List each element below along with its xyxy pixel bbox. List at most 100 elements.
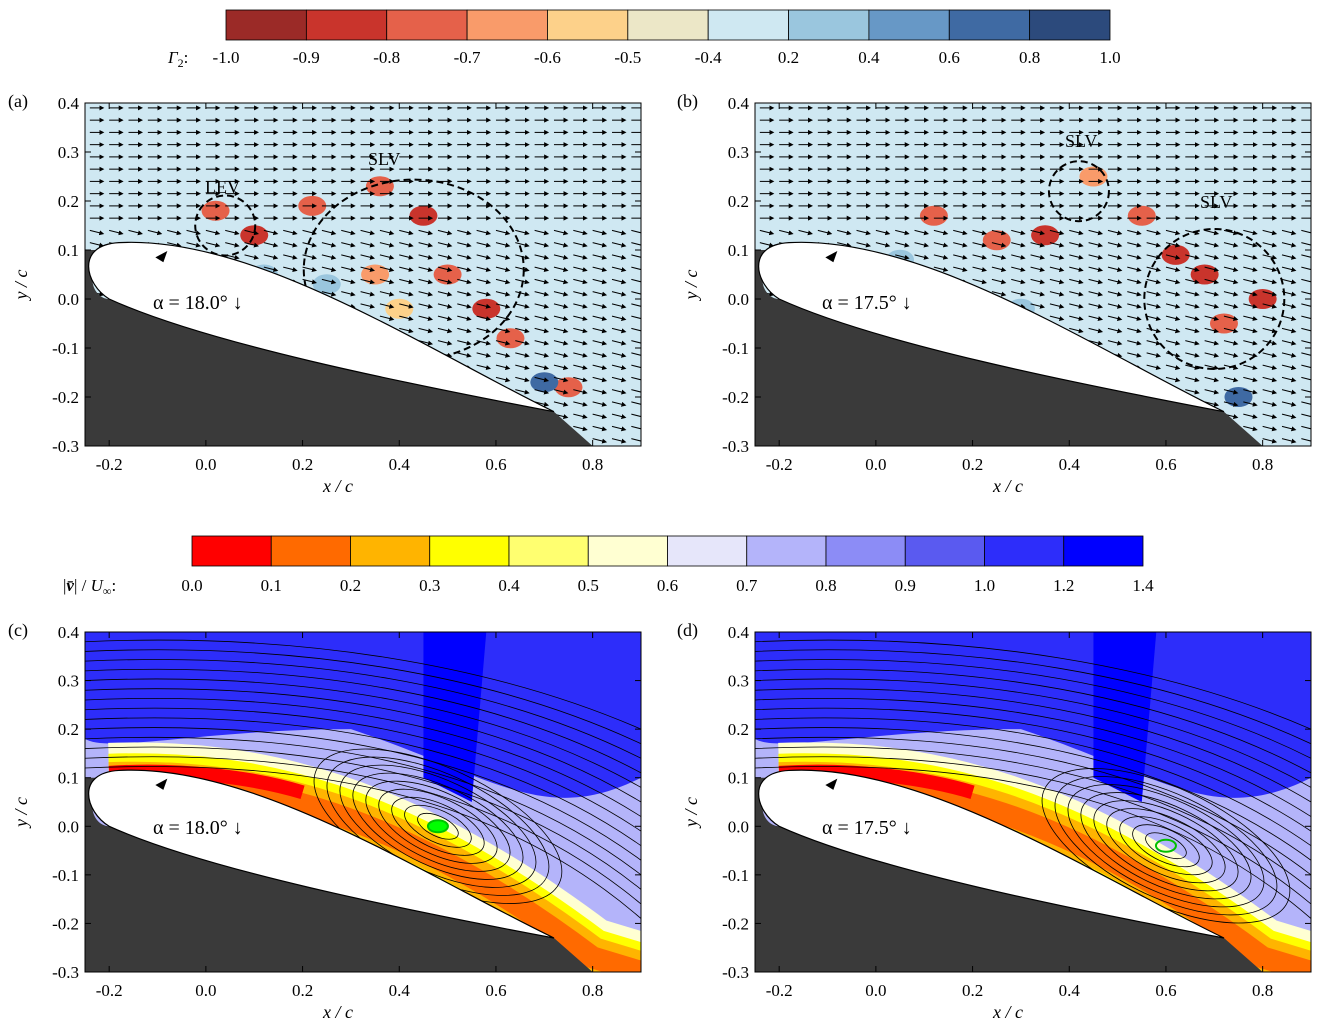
x-tick-label: -0.2 <box>766 455 793 474</box>
airfoil <box>758 241 1225 413</box>
colorbar-velocity-tick-label: 0.2 <box>340 576 361 595</box>
airfoil <box>88 769 555 939</box>
colorbar-gamma2-tick-label: 0.2 <box>778 48 799 67</box>
x-tick-label: 0.8 <box>582 981 603 1000</box>
colorbar-velocity-swatch <box>984 535 1065 567</box>
colorbar-gamma2-swatch <box>1029 9 1111 41</box>
x-tick-label: 0.6 <box>1155 981 1176 1000</box>
colorbar-velocity-swatch <box>587 535 668 567</box>
y-tick-label: 0.0 <box>58 290 79 309</box>
panel-d: -0.2 0.0 0.2 0.4 0.6 0.8 0.4 0.3 0.2 0.1 0.0 -0.1 -0… <box>681 623 1312 1022</box>
colorbar-velocity-tick-label: 0.7 <box>736 576 758 595</box>
colorbar-velocity-swatch <box>667 535 748 567</box>
y-tick-label: 0.3 <box>728 672 749 691</box>
alpha-label-d: α = 17.5° ↓ <box>822 817 912 839</box>
colorbar-gamma2-swatch <box>466 9 548 41</box>
alpha-label-c: α = 18.0° ↓ <box>153 817 243 839</box>
colorbar-gamma2-swatch <box>305 9 388 41</box>
colorbar-velocity-swatch <box>429 535 510 567</box>
y-tick-label: -0.3 <box>722 437 749 456</box>
alpha-label-a: α = 18.0° ↓ <box>153 292 243 314</box>
panel-c-label: (c) <box>8 620 28 641</box>
colorbar-velocity-swatch <box>1063 535 1144 567</box>
colorbar-velocity-swatch <box>904 535 985 567</box>
panel-d-label: (d) <box>677 620 698 641</box>
y-axis-label: y / c <box>681 270 701 302</box>
x-tick-label: 0.2 <box>962 455 983 474</box>
colorbar-velocity-tick-label: 1.0 <box>974 576 995 595</box>
colorbar-gamma2-tick-label: -0.6 <box>534 48 561 67</box>
colorbar-velocity-swatch <box>350 535 431 567</box>
x-axis-label: x / c <box>992 476 1023 496</box>
colorbar-velocity-tick-label: 0.5 <box>578 576 599 595</box>
slv-label-a: SLV <box>368 149 400 169</box>
y-tick-label: -0.3 <box>52 437 79 456</box>
colorbar-gamma2-swatch <box>386 9 468 41</box>
colorbar-gamma2-swatch <box>788 9 870 41</box>
y-tick-label: -0.2 <box>52 914 79 933</box>
colorbar-gamma2-tick-label: -1.0 <box>213 48 240 67</box>
colorbar-velocity-swatch <box>825 535 906 567</box>
y-tick-label: 0.2 <box>728 192 749 211</box>
y-tick-label: 0.1 <box>58 241 79 260</box>
y-tick-label: 0.3 <box>728 143 749 162</box>
colorbar-velocity-tick-label: 0.6 <box>657 576 678 595</box>
x-tick-label: 0.4 <box>1059 981 1081 1000</box>
x-tick-label: 0.0 <box>195 981 216 1000</box>
colorbar-gamma2-tick-label: -0.8 <box>373 48 400 67</box>
x-axis-label: x / c <box>322 1002 353 1022</box>
x-tick-label: 0.2 <box>292 981 313 1000</box>
x-tick-label: -0.2 <box>96 981 123 1000</box>
airfoil <box>88 241 555 413</box>
y-tick-label: -0.1 <box>52 866 79 885</box>
x-tick-label: 0.4 <box>389 981 411 1000</box>
y-tick-label: -0.2 <box>52 388 79 407</box>
y-tick-label: -0.2 <box>722 388 749 407</box>
x-tick-label: 0.0 <box>865 455 886 474</box>
colorbar-gamma2: -1.0 -0.9 -0.8 -0.7 -0.6 -0.5 -0.4 0.2 0.4 0.6 0.8… <box>213 9 1121 67</box>
y-tick-label: 0.0 <box>728 817 749 836</box>
y-tick-label: 0.4 <box>728 94 750 113</box>
colorbar-gamma2-tick-label: 1.0 <box>1099 48 1120 67</box>
colorbar-velocity-tick-label: 1.4 <box>1132 576 1154 595</box>
vortex-outline <box>1047 160 1110 223</box>
colorbar-velocity-swatch <box>270 535 351 567</box>
panel-b-label: (b) <box>677 91 698 112</box>
colorbar-velocity-swatch <box>746 535 827 567</box>
y-tick-label: 0.2 <box>58 192 79 211</box>
colorbar-gamma2-tick-label: -0.4 <box>695 48 722 67</box>
colorbar-gamma2-tick-label: 0.6 <box>939 48 960 67</box>
vortex-core-marker <box>426 819 449 834</box>
colorbar-gamma2-swatch <box>707 9 789 41</box>
x-tick-label: 0.6 <box>485 981 506 1000</box>
colorbar-velocity-tick-label: 0.8 <box>815 576 836 595</box>
y-tick-label: 0.2 <box>728 720 749 739</box>
y-tick-label: 0.0 <box>728 290 749 309</box>
y-tick-label: -0.1 <box>722 339 749 358</box>
colorbar-velocity-tick-label: 0.3 <box>419 576 440 595</box>
y-axis-label: y / c <box>681 797 701 829</box>
colorbar-velocity-tick-label: 0.4 <box>498 576 520 595</box>
colorbar-gamma2-tick-label: 0.4 <box>858 48 880 67</box>
alpha-label-b: α = 17.5° ↓ <box>822 292 912 314</box>
colorbar-velocity-tick-label: 1.2 <box>1053 576 1074 595</box>
colorbar-gamma2-swatch <box>225 9 307 41</box>
colorbar-velocity-tick-label: 0.1 <box>261 576 282 595</box>
vortex-core-marker <box>1154 838 1177 853</box>
y-tick-label: -0.1 <box>52 339 79 358</box>
y-axis-label: y / c <box>11 797 31 829</box>
y-tick-label: 0.4 <box>58 623 80 642</box>
y-tick-label: -0.3 <box>52 963 79 982</box>
panel-a: -0.2 0.0 0.2 0.4 0.6 0.8 0.4 0.3 0.2 0.1 0.0 -0.1 -0… <box>11 94 642 496</box>
y-tick-label: 0.2 <box>58 720 79 739</box>
x-tick-label: 0.8 <box>1252 981 1273 1000</box>
colorbar-gamma2-tick-label: -0.9 <box>293 48 320 67</box>
lev-label: LEV <box>205 177 240 197</box>
colorbar-gamma2-tick-label: -0.7 <box>454 48 481 67</box>
x-tick-label: 0.4 <box>1059 455 1081 474</box>
panel-a-label: (a) <box>8 91 28 112</box>
x-tick-label: 0.6 <box>1155 455 1176 474</box>
y-tick-label: -0.2 <box>722 914 749 933</box>
x-axis-label: x / c <box>322 476 353 496</box>
colorbar-velocity-tick-label: 0.9 <box>895 576 916 595</box>
